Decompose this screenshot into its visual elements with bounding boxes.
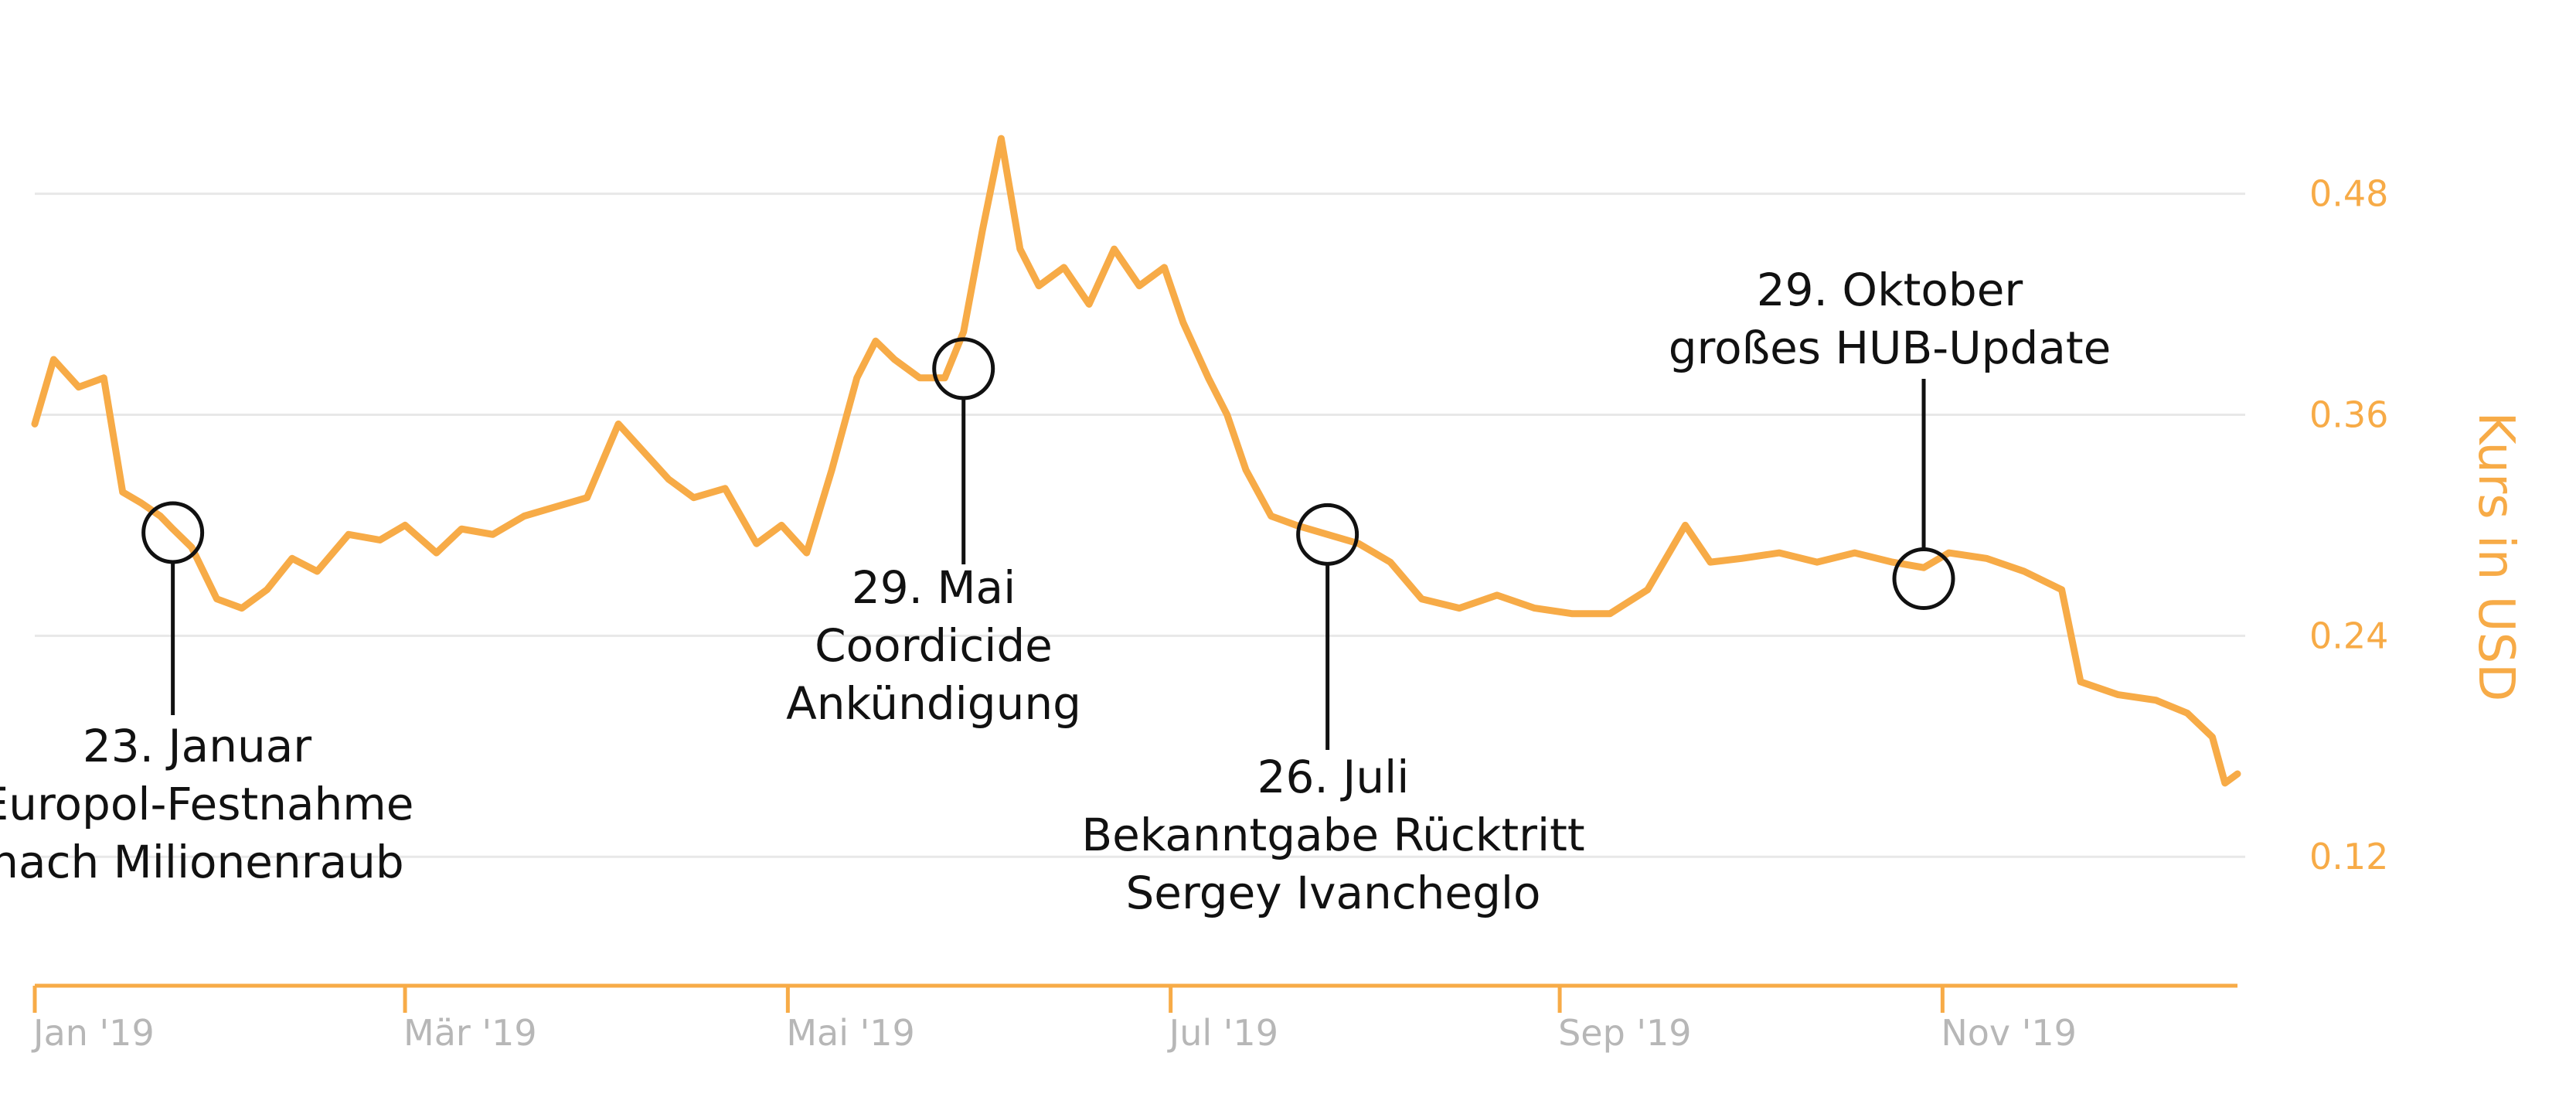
y-tick-label: 0.36 (2309, 394, 2388, 435)
y-tick-label: 0.48 (2309, 173, 2388, 215)
annotation-text: 26. Juli (1257, 751, 1410, 803)
annotation-text: 29. Mai (852, 561, 1016, 614)
x-tick-label: Nov '19 (1941, 1012, 2077, 1054)
annotation-circle (932, 337, 995, 400)
annotation-text: 23. Januar (83, 720, 311, 772)
x-tick-label: Sep '19 (1558, 1012, 1692, 1054)
x-tick-label: Jul '19 (1167, 1012, 1278, 1054)
annotation-text: 29. Oktober (1757, 264, 2023, 316)
annotation-text: großes HUB-Update (1669, 322, 2112, 374)
annotation-text: Coordicide (815, 619, 1053, 672)
series-line-0 (31, 135, 2241, 787)
annotation-text: Bekanntgabe Rücktritt (1081, 809, 1584, 861)
annotation-text: Sergey Ivancheglo (1125, 867, 1540, 919)
y-axis-label: Kurs in USD (2467, 412, 2524, 702)
x-tick-label: Mai '19 (786, 1012, 914, 1054)
annotation-text: nach Milionenraub (0, 836, 404, 888)
annotation-text: Europol-Festnahme (0, 778, 413, 830)
annotation-circle (1892, 547, 1955, 610)
y-tick-label: 0.24 (2309, 615, 2388, 656)
x-tick-label: Jan '19 (31, 1012, 155, 1054)
annotation-text: Ankündigung (786, 677, 1081, 730)
y-tick-label: 0.12 (2309, 836, 2388, 877)
x-tick-label: Mär '19 (403, 1012, 537, 1054)
